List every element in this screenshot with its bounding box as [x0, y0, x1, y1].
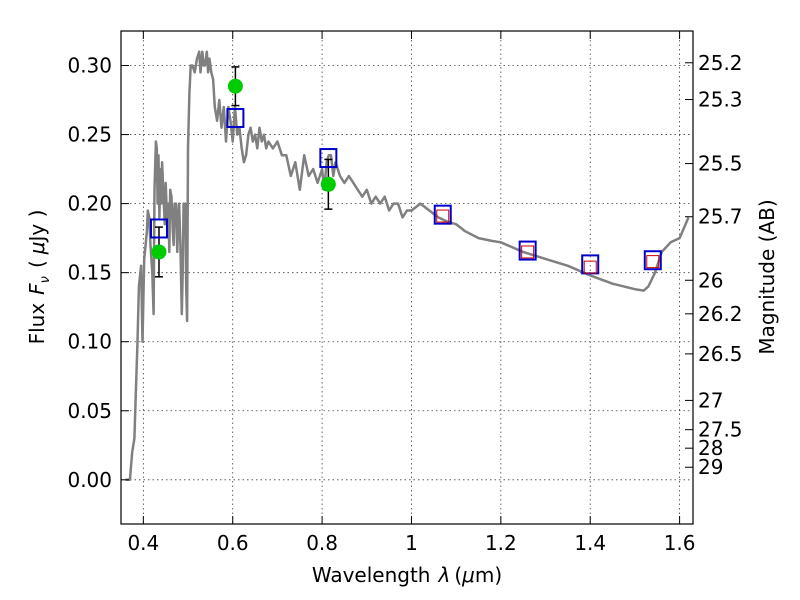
y-tick-label: 0.15 [67, 261, 112, 285]
y2-tick-label: 25.3 [698, 87, 743, 111]
model-photometry-square [226, 108, 245, 128]
y-tick-label: 0.20 [67, 192, 112, 216]
x-axis-label: Wavelength λ (μm) [312, 563, 502, 587]
predicted-photometry-square [521, 245, 535, 259]
x-tick-label: 1.4 [574, 531, 606, 555]
x-tick-label: 0.6 [217, 531, 249, 555]
predicted-photometry-square [436, 209, 450, 223]
plot-frame [120, 30, 694, 525]
y-tick-label: 0.10 [67, 330, 112, 354]
y2-tick-label: 27.5 [698, 418, 743, 442]
y-tick-label: 0.00 [67, 468, 112, 492]
observed-point [151, 244, 167, 260]
predicted-photometry-square [583, 260, 597, 274]
y2-axis-label: Magnitude (AB) [755, 199, 779, 354]
x-tick-label: 0.4 [127, 531, 159, 555]
y2-tick-label: 28 [698, 436, 723, 460]
y2-tick-label: 29 [698, 455, 723, 479]
y-tick-label: 0.30 [67, 54, 112, 78]
model-photometry-square [518, 240, 537, 261]
model-photometry-square [149, 218, 168, 239]
y2-tick-label: 27 [698, 388, 723, 412]
predicted-photometry-square [646, 255, 660, 269]
x-tick-label: 1.6 [664, 531, 696, 555]
y2-tick-label: 26 [698, 268, 723, 292]
y2-tick-label: 25.5 [698, 152, 743, 176]
model-photometry-square [433, 204, 452, 225]
x-tick-label: 1 [405, 531, 418, 555]
y2-tick-label: 26.2 [698, 302, 743, 326]
observed-point [320, 176, 336, 192]
model-photometry-square [319, 148, 338, 169]
y2-tick-label: 25.7 [698, 205, 743, 229]
grid [121, 31, 693, 524]
y2-tick-label: 25.2 [698, 51, 743, 75]
y-axis-label: FluxFν(μJy ) [25, 210, 53, 345]
ticks: 0.4 0.6 0.8 1 1.2 1.4 1.6 0.00 0.05 0.10 0.15 0.20 0… [67, 31, 743, 555]
sed-model-line [125, 50, 690, 482]
x-tick-label: 1.2 [485, 531, 517, 555]
y-tick-label: 0.05 [67, 399, 112, 423]
observed-point [227, 78, 243, 94]
x-tick-label: 0.8 [306, 531, 338, 555]
y2-tick-label: 26.5 [698, 342, 743, 366]
series-layer [125, 50, 690, 482]
model-photometry-square [643, 250, 662, 271]
y-tick-label: 0.25 [67, 123, 112, 147]
